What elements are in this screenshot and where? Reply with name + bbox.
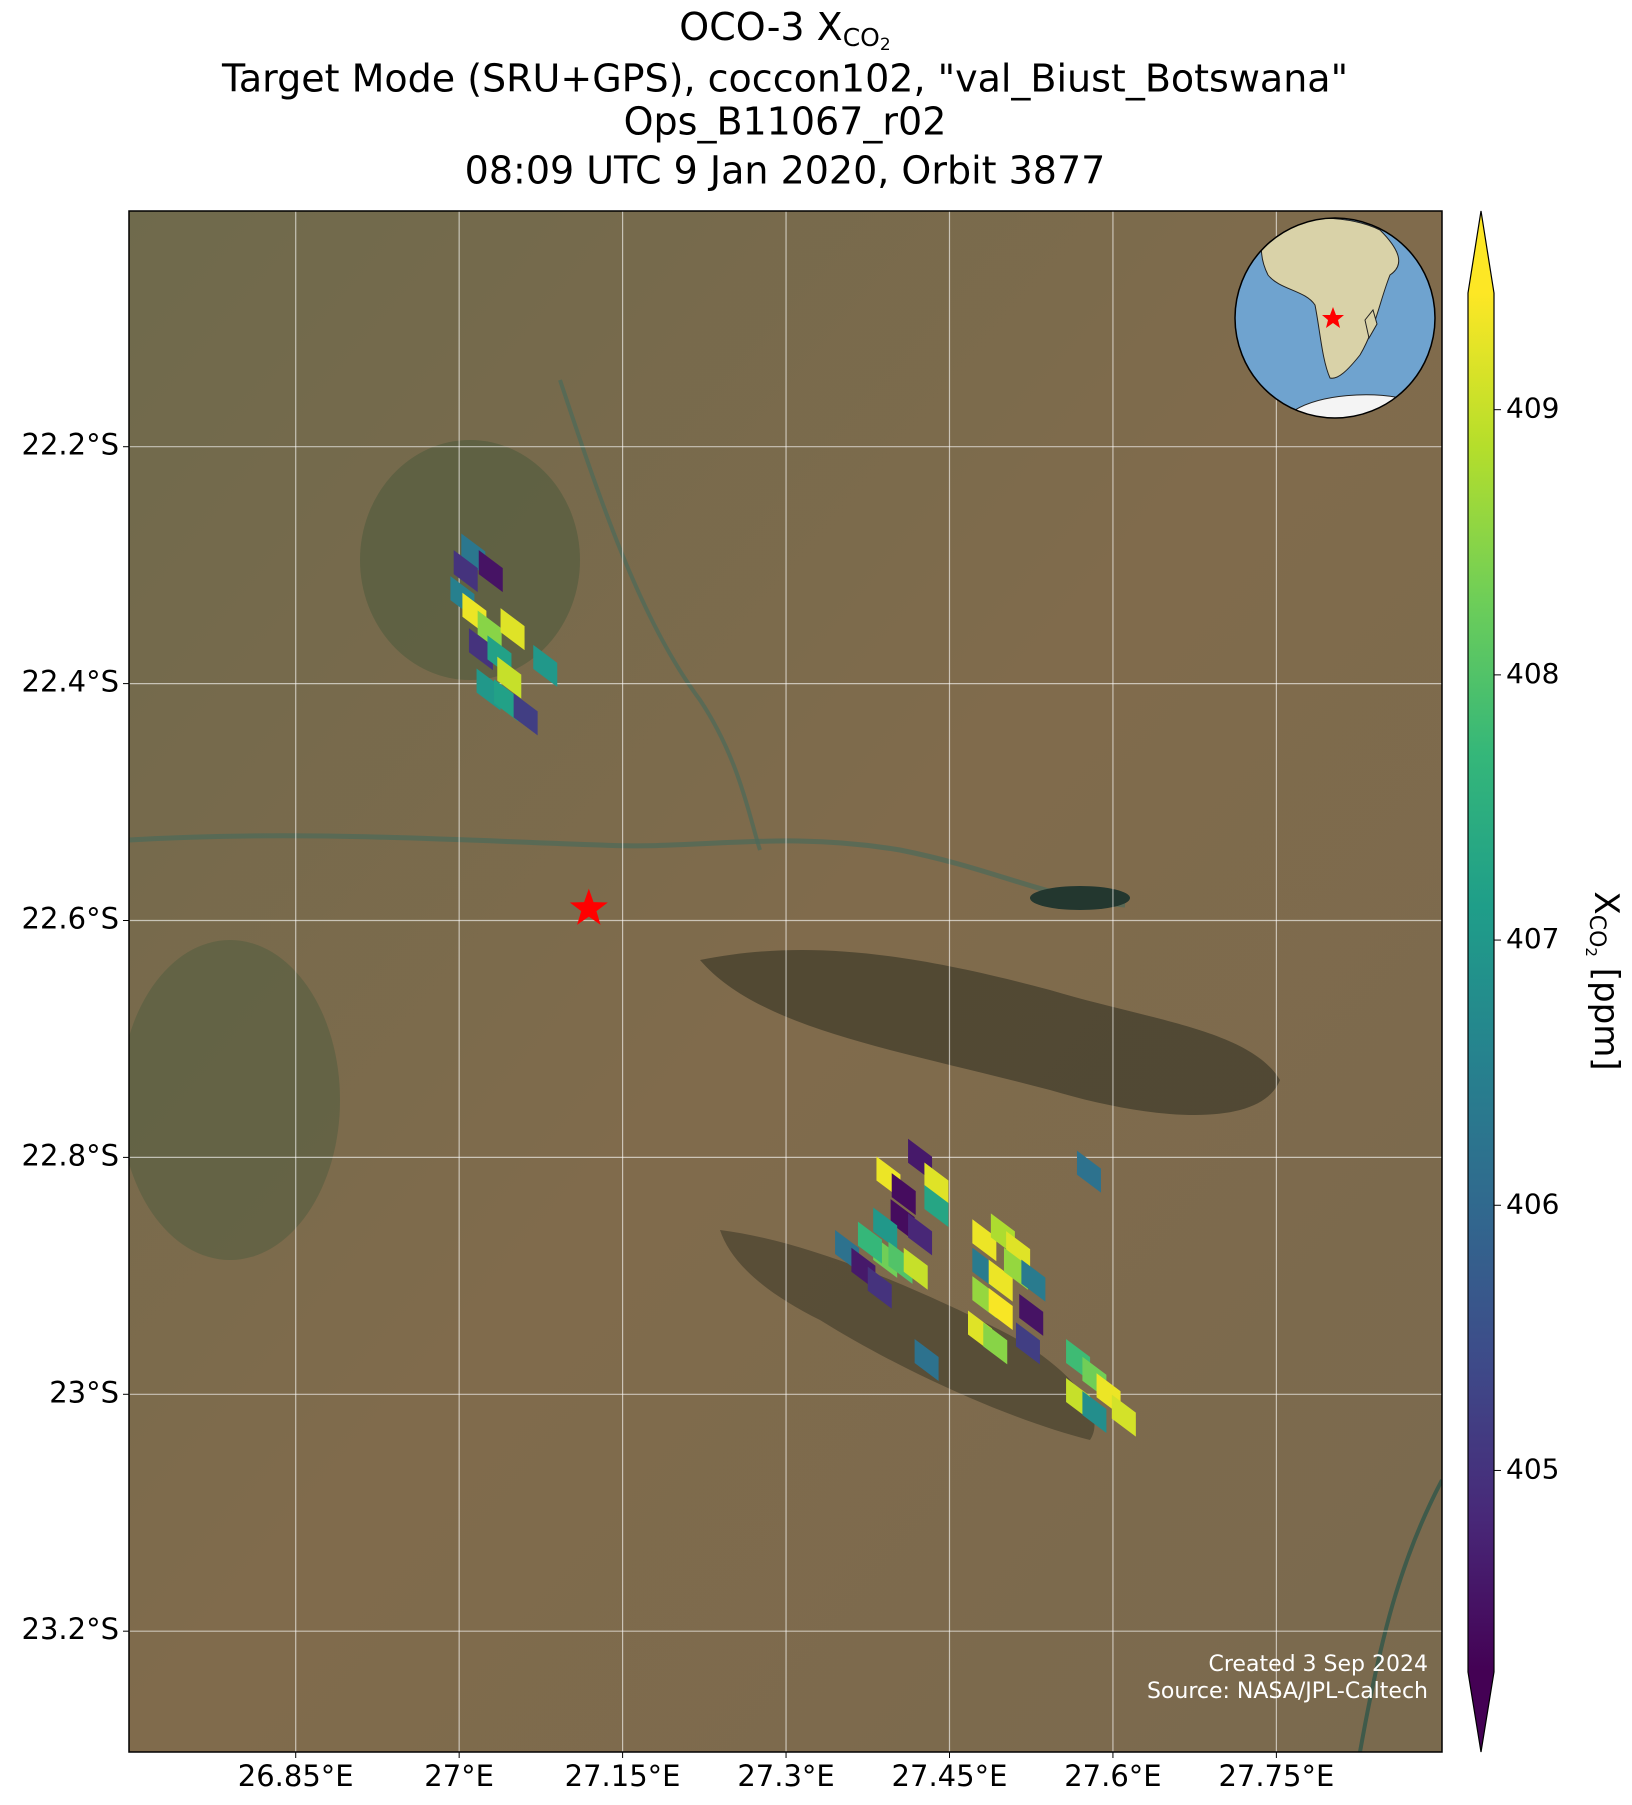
footprint (924, 1184, 949, 1227)
footprint (453, 550, 478, 593)
footprint (903, 1247, 928, 1290)
chart-title: OCO-3 XCO2 (679, 5, 890, 56)
footprint (867, 1266, 892, 1309)
title-subscript: 2 (880, 35, 891, 55)
reservoir (1030, 886, 1130, 910)
credit: Source: NASA/JPL-Caltech (1147, 1679, 1428, 1704)
chart-subtitle: Target Mode (SRU+GPS), coccon102, "val_B… (221, 57, 1348, 101)
footprint (914, 1338, 939, 1381)
footprint (1021, 1259, 1046, 1302)
y-tick-label: 22.4°S (22, 665, 119, 699)
chart-subtitle: Ops_B11067_r02 (624, 100, 947, 144)
y-tick-label: 22.2°S (22, 428, 119, 462)
chart-subtitle: 08:09 UTC 9 Jan 2020, Orbit 3877 (465, 149, 1106, 193)
footprint (468, 628, 493, 671)
terrain-patch (129, 940, 340, 1260)
footprint (988, 1259, 1013, 1302)
colorbar-tick-label: 406 (1506, 1187, 1559, 1220)
footprint (478, 550, 503, 593)
footprint (1019, 1293, 1044, 1336)
footprint (1076, 1150, 1101, 1193)
x-tick-label: 27.45°E (892, 1759, 1008, 1793)
footprint (908, 1213, 933, 1256)
colorbar-extend (1468, 1672, 1494, 1752)
inset-star (1322, 307, 1344, 328)
footprint (983, 1322, 1008, 1365)
y-tick-label: 23.2°S (22, 1612, 119, 1646)
madagascar (1364, 308, 1378, 340)
footprints (450, 533, 1136, 1437)
site-marker (569, 888, 608, 925)
colorbar-tick-label: 407 (1506, 922, 1559, 955)
colorbar-body (1468, 293, 1494, 1672)
inset-globe (1234, 217, 1436, 419)
colorbar-label-text: [ppm] (1587, 957, 1627, 1071)
ridge (720, 1230, 1095, 1440)
river (1358, 1479, 1442, 1752)
y-tick-label: 22.8°S (22, 1138, 119, 1172)
colorbar-tick-label: 405 (1506, 1452, 1559, 1485)
x-tick-label: 27.75°E (1218, 1759, 1334, 1793)
colorbar-label-text: X (1587, 891, 1627, 914)
africa (1261, 218, 1400, 379)
river (129, 833, 1126, 908)
x-tick-label: 26.85°E (238, 1759, 354, 1793)
credit: Created 3 Sep 2024 (1209, 1652, 1429, 1677)
title-subscript: CO (843, 23, 880, 52)
x-tick-label: 27.3°E (737, 1759, 834, 1793)
footprint (873, 1207, 898, 1250)
colorbar: 405 406 407 408 409 (1467, 210, 1559, 1753)
river (558, 379, 762, 851)
footprint (1015, 1322, 1040, 1365)
footprint (857, 1221, 882, 1264)
colorbar-label: XCO2 [ppm] (1583, 891, 1627, 1070)
y-tick-label: 22.6°S (22, 901, 119, 935)
basemap (129, 211, 1442, 1752)
footprint (494, 679, 519, 722)
x-tick-label: 27.15°E (565, 1759, 681, 1793)
map-frame (128, 210, 1443, 1753)
footprint (1111, 1394, 1136, 1437)
x-tick-label: 27.6°E (1064, 1759, 1161, 1793)
x-tick-label: 27°E (424, 1759, 494, 1793)
footprint (500, 608, 525, 651)
footprint (533, 644, 558, 687)
colorbar-tick-label: 409 (1506, 392, 1559, 425)
title-text: OCO-3 X (679, 5, 842, 49)
y-tick-label: 23°S (49, 1375, 119, 1409)
footprint (972, 1219, 997, 1262)
ridge (700, 950, 1280, 1115)
footprint (988, 1288, 1013, 1331)
footprint (513, 693, 538, 736)
footprint (497, 656, 522, 699)
colorbar-label-subscript: CO (1584, 915, 1609, 948)
footprint (1082, 1391, 1107, 1434)
colorbar-outline (1467, 210, 1495, 1753)
colorbar-extend (1468, 211, 1494, 293)
footprint (891, 1173, 916, 1216)
colorbar-tick-label: 408 (1506, 657, 1559, 690)
grid (129, 211, 1442, 1752)
globe-outline (1234, 217, 1436, 419)
colorbar-label-subscript: 2 (1583, 947, 1601, 957)
footprint (924, 1162, 949, 1205)
